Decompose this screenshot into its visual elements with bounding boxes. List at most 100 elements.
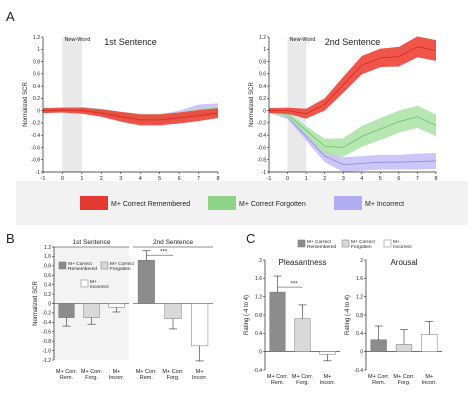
y-tick-label: 0.4 bbox=[33, 84, 40, 90]
y-tick-label: 0 bbox=[259, 349, 262, 355]
y-axis-label: Rating (-4 to 4) bbox=[345, 295, 351, 335]
chart-title: 1st Sentence bbox=[104, 37, 157, 47]
x-tick-label: 5 bbox=[158, 176, 161, 182]
chart-b-normalized-scr: -1.2 -1.0 -0.8 -0.6 -0.4 -0.2 0 0.2 0.4 0.6 0.8 1.0… bbox=[33, 239, 213, 381]
new-word-label: New-Word bbox=[64, 37, 90, 43]
new-word-region bbox=[287, 37, 307, 172]
panel-label-a: A bbox=[6, 9, 15, 24]
bar bbox=[269, 291, 286, 352]
legend-item-correct-remembered-label: M+ Correct Remembered bbox=[111, 201, 190, 208]
x-tick-label: 4 bbox=[360, 176, 363, 182]
series-line-2 bbox=[269, 46, 437, 115]
bar bbox=[319, 351, 336, 355]
y-tick-label: -0.6 bbox=[31, 145, 40, 151]
category-label: M+ Corr. Forg. bbox=[81, 369, 103, 381]
series-band-2 bbox=[43, 107, 218, 126]
y-tick-label: -0.6 bbox=[257, 145, 266, 151]
y-tick-label: 1 bbox=[37, 47, 40, 53]
x-tick-label: 3 bbox=[119, 176, 122, 182]
bar bbox=[294, 318, 311, 352]
y-tick-label: -1 bbox=[262, 170, 267, 176]
x-tick-label: 1 bbox=[305, 176, 308, 182]
y-axis-label: Normalized SCR bbox=[249, 81, 255, 126]
legend-label: M+ Incorrect bbox=[393, 239, 412, 250]
category-label: M+ Corr. Rem. bbox=[136, 369, 158, 381]
x-tick-label: 0 bbox=[286, 176, 289, 182]
y-tick-label: 0 bbox=[48, 301, 51, 307]
y-tick-label: 0.6 bbox=[259, 72, 266, 78]
bar bbox=[137, 259, 155, 304]
y-tick-label: 0.8 bbox=[33, 59, 40, 65]
bar bbox=[370, 339, 387, 352]
y-tick-label: 0.4 bbox=[255, 331, 262, 337]
panel-label-b: B bbox=[6, 231, 15, 246]
y-tick-label: -0.4 bbox=[42, 320, 51, 326]
series-band-1 bbox=[269, 105, 436, 157]
chart-c-ratings: -0.4 0 0.4 0.8 1.2 1.6 2 Rating (-4 to 4) Pleasa… bbox=[244, 239, 442, 386]
group-title: 2nd Sentence bbox=[153, 239, 194, 246]
y-tick-label: -0.4 bbox=[31, 133, 40, 139]
y-tick-label: 0.4 bbox=[44, 282, 51, 288]
category-label: M+ Corr. Rem. bbox=[368, 374, 390, 386]
y-tick-label: 0.2 bbox=[33, 96, 40, 102]
y-tick-label: 0.8 bbox=[255, 313, 262, 319]
x-tick-label: 6 bbox=[397, 176, 400, 182]
x-tick-label: 4 bbox=[139, 176, 142, 182]
legend-swatch bbox=[341, 239, 350, 248]
significance-label: *** bbox=[290, 282, 298, 288]
y-tick-label: 1.2 bbox=[356, 294, 363, 300]
legend-item-incorrect-label: M+ Incorrect bbox=[365, 201, 404, 208]
shared-legend: M+ Correct Remembered M+ Correct Forgotte… bbox=[16, 181, 468, 225]
series-band-0 bbox=[269, 108, 436, 172]
legend-label: M+ Correct Remembered bbox=[307, 239, 336, 250]
y-tick-label: -1.0 bbox=[42, 348, 51, 354]
y-tick-label: 0.4 bbox=[356, 331, 363, 337]
bar bbox=[83, 303, 100, 318]
y-tick-label: 1.2 bbox=[44, 245, 51, 251]
y-tick-label: 0 bbox=[360, 349, 363, 355]
category-label: M+ Corr. Forg. bbox=[393, 374, 415, 386]
y-tick-label: -0.2 bbox=[257, 121, 266, 127]
y-tick-label: -0.2 bbox=[42, 311, 51, 317]
y-tick-label: 1.0 bbox=[44, 254, 51, 260]
x-tick-label: 1 bbox=[80, 176, 83, 182]
x-tick-label: 0 bbox=[61, 176, 64, 182]
x-tick-label: 8 bbox=[216, 176, 219, 182]
y-tick-label: 1.2 bbox=[259, 35, 266, 41]
y-tick-label: -1.2 bbox=[42, 358, 51, 364]
significance-label: *** bbox=[160, 250, 168, 256]
bar bbox=[421, 334, 438, 352]
category-label: M+ Corr. Rem. bbox=[267, 374, 289, 386]
group-title: 1st Sentence bbox=[73, 239, 111, 246]
legend-swatch bbox=[100, 261, 109, 270]
legend-swatch bbox=[297, 239, 306, 248]
bar bbox=[164, 303, 182, 319]
y-tick-label: -0.4 bbox=[257, 133, 266, 139]
bar bbox=[108, 303, 125, 308]
y-tick-label: 0.2 bbox=[44, 292, 51, 298]
legend-item-correct-forgotten-swatch bbox=[208, 196, 236, 210]
legend-label: M+ Correct Remembered bbox=[68, 261, 97, 272]
y-axis-label: Normalized SCR bbox=[33, 280, 39, 325]
y-tick-label: -0.8 bbox=[257, 158, 266, 164]
legend-label: M+ Correct Forgotten bbox=[110, 261, 135, 272]
bar bbox=[395, 344, 413, 352]
x-tick-label: 3 bbox=[342, 176, 345, 182]
y-tick-label: -0.8 bbox=[42, 339, 51, 345]
x-tick-label: 8 bbox=[434, 176, 437, 182]
y-tick-label: 0.6 bbox=[44, 273, 51, 279]
y-tick-label: -0.4 bbox=[253, 368, 262, 374]
y-tick-label: 0.2 bbox=[259, 96, 266, 102]
y-tick-label: 1.2 bbox=[33, 35, 40, 41]
bar bbox=[191, 303, 209, 347]
legend-swatch bbox=[383, 239, 392, 248]
x-tick-label: 2 bbox=[100, 176, 103, 182]
legend-swatch bbox=[58, 261, 67, 270]
category-label: M+ Corr. Forg. bbox=[162, 369, 184, 381]
group-title: Pleasantness bbox=[278, 258, 326, 267]
y-tick-label: -0.6 bbox=[42, 330, 51, 336]
x-tick-label: 2 bbox=[323, 176, 326, 182]
category-label: M+ Corr. Rem. bbox=[56, 369, 78, 381]
category-label: M+ Incorr. bbox=[422, 374, 438, 386]
